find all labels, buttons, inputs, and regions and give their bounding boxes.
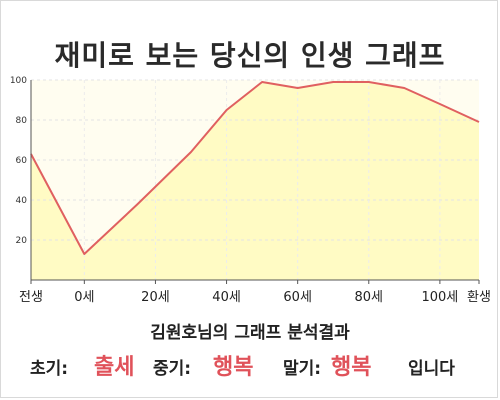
phase-results: 초기: 출세 중기: 행복 말기: 행복 입니다 <box>0 346 500 382</box>
y-tick-label: 80 <box>16 116 28 126</box>
x-tick-label: 80세 <box>355 290 384 305</box>
mid-label: 중기: <box>153 359 192 379</box>
early-label: 초기: <box>30 359 69 379</box>
early-value: 출세 <box>94 355 135 380</box>
y-tick-label: 60 <box>16 156 28 166</box>
y-tick-label: 40 <box>16 196 28 206</box>
y-tick-label: 20 <box>16 236 28 246</box>
area-fill <box>31 82 479 280</box>
late-value: 행복 <box>331 355 372 380</box>
analysis-summary: 김원호님의 그래프 분석결과 <box>150 323 350 343</box>
x-tick-label: 40세 <box>212 290 241 305</box>
ending-text: 입니다 <box>408 359 455 379</box>
x-tick-label: 20세 <box>141 290 170 305</box>
series-line <box>30 81 480 255</box>
x-tick-label: 100세 <box>421 290 458 305</box>
chart-title: 재미로 보는 당신의 인생 그래프 <box>54 39 446 72</box>
late-label: 말기: <box>283 359 322 379</box>
x-tick-label: 전생 <box>19 290 43 305</box>
x-tick-label: 60세 <box>283 290 312 305</box>
mid-value: 행복 <box>213 355 254 380</box>
x-tick-label: 환생 <box>467 290 491 305</box>
x-tick-label: 0세 <box>74 290 94 305</box>
y-tick-label: 100 <box>10 76 27 86</box>
